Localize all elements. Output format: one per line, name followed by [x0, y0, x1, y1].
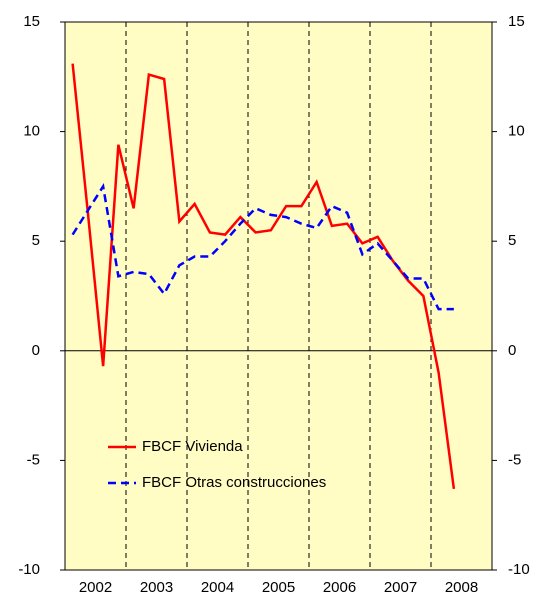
legend-label: FBCF Otras construcciones: [142, 474, 326, 491]
y2-tick-label: -5: [508, 451, 521, 468]
y-tick-label: -10: [18, 561, 40, 578]
x-tick-label: 2002: [79, 579, 112, 596]
x-tick-label: 2003: [140, 579, 173, 596]
x-tick-label: 2008: [445, 579, 478, 596]
x-tick-label: 2007: [384, 579, 417, 596]
y2-tick-label: -10: [508, 561, 530, 578]
y-tick-label: 10: [23, 123, 40, 140]
y2-tick-label: 5: [508, 232, 516, 249]
y-tick-label: 0: [32, 342, 40, 359]
y-tick-label: 5: [32, 232, 40, 249]
plot-frame: [64, 21, 493, 571]
y-tick-label: 15: [23, 13, 40, 30]
plot-area: [65, 22, 492, 570]
y2-tick-label: 15: [508, 13, 525, 30]
x-tick-label: 2004: [201, 579, 234, 596]
x-tick-label: 2005: [262, 579, 295, 596]
y-tick-label: -5: [27, 451, 40, 468]
legend-label: FBCF Vivienda: [142, 438, 243, 455]
series-line: [71, 182, 454, 311]
x-tick-label: 2006: [323, 579, 356, 596]
y2-tick-label: 0: [508, 342, 516, 359]
y2-tick-label: 10: [508, 123, 525, 140]
